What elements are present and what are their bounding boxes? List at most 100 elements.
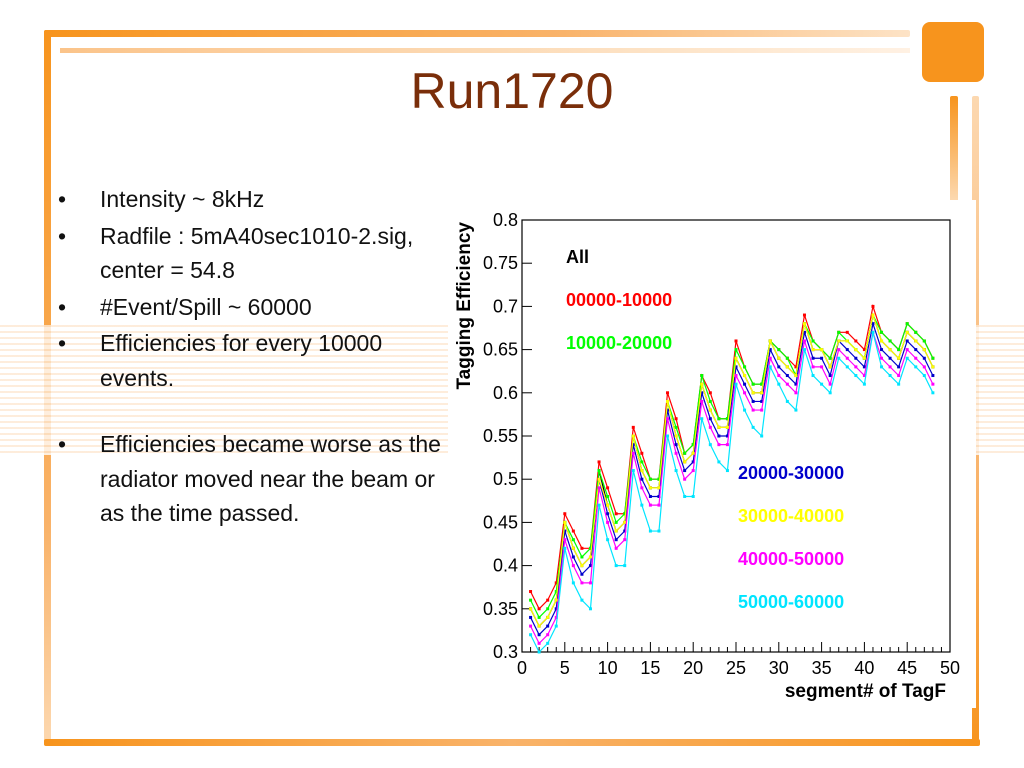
data-point [700,417,704,421]
data-point [683,451,687,455]
data-point [871,330,875,334]
data-point [580,572,584,576]
data-point [837,330,841,334]
data-point [785,399,789,403]
data-point [888,339,892,343]
data-point [640,469,644,473]
data-point [614,564,618,568]
x-tick-label: 35 [812,658,832,678]
data-point [862,365,866,369]
bullet-marker: • [58,222,67,249]
data-point [640,503,644,507]
data-point [837,348,841,352]
data-point [802,348,806,352]
slide-title: Run1720 [410,63,614,119]
data-point [571,538,575,542]
data-point [845,356,849,360]
data-point [725,425,729,429]
data-point [820,356,824,360]
data-point [880,330,884,334]
data-point [691,443,695,447]
data-point [666,399,670,403]
data-point [717,434,721,438]
data-point [691,494,695,498]
chart-svg: 0.3 0.35 0.4 0.45 0.5 0.55 0.6 0.65 0.7 0.75 0.8 0 5… [454,210,960,702]
data-point [657,494,661,498]
data-point [580,555,584,559]
data-point [785,356,789,360]
x-tick-label: 25 [726,658,746,678]
data-point [708,399,712,403]
data-point [725,469,729,473]
data-point [751,399,755,403]
data-point [529,615,533,619]
y-tick-label: 0.45 [483,512,518,532]
data-point [554,624,558,628]
bullet-item: • Radfile : 5mA40sec1010-2.sig, center = … [58,219,448,288]
legend-entry: All [566,247,589,267]
bullet-list: • Intensity ~ 8kHz • Radfile : 5mA40sec101… [58,182,448,533]
data-point [811,374,815,378]
plot-frame [521,219,951,653]
data-point [734,365,738,369]
data-point [691,469,695,473]
data-point [931,382,935,386]
data-point [597,477,601,481]
data-point [666,417,670,421]
data-point [640,477,644,481]
data-point [905,348,909,352]
bullet-item: • Efficiencies for every 10000 events. [58,326,448,395]
data-point [914,348,918,352]
data-point [597,460,601,464]
data-point [554,607,558,611]
data-point [905,330,909,334]
data-point [922,339,926,343]
data-point [700,399,704,403]
data-point [845,330,849,334]
data-point [537,615,541,619]
data-point [828,382,832,386]
data-point [777,374,781,378]
data-point [623,520,627,524]
data-point [708,425,712,429]
data-point [708,391,712,395]
data-point [751,391,755,395]
data-point [717,417,721,421]
data-point [563,529,567,533]
data-point [854,339,858,343]
data-point [631,425,635,429]
data-point [563,520,567,524]
data-point [546,598,550,602]
data-point [674,469,678,473]
data-point [623,564,627,568]
data-point [529,598,533,602]
data-point [631,434,635,438]
y-tick-label: 0.35 [483,599,518,619]
data-point [666,391,670,395]
data-point [657,477,661,481]
data-point [657,486,661,490]
data-point [734,356,738,360]
data-point [529,590,533,594]
x-tick-label: 0 [517,658,527,678]
data-point [888,365,892,369]
x-tick-label: 30 [769,658,789,678]
data-point [588,564,592,568]
data-point [674,434,678,438]
data-point [546,615,550,619]
data-point [648,477,652,481]
y-axis-label: Tagging Efficiency [454,222,475,390]
data-point [760,408,764,412]
data-point [820,382,824,386]
data-point [845,339,849,343]
data-point [743,391,747,395]
data-point [708,408,712,412]
data-point [837,339,841,343]
legend-entry: 30000-40000 [738,506,844,526]
data-point [683,460,687,464]
data-point [794,408,798,412]
data-point [546,633,550,637]
bullet-marker: • [58,293,67,320]
data-point [931,391,935,395]
data-point [914,365,918,369]
